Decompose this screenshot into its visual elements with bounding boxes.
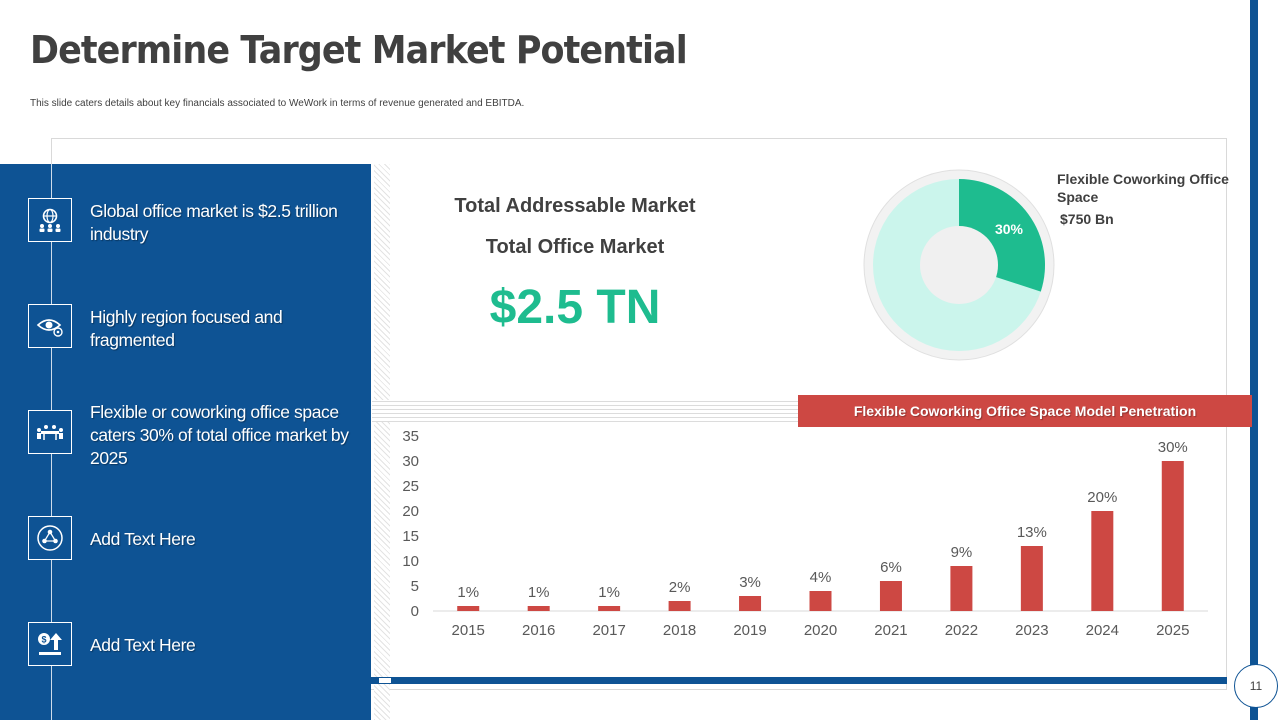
y-tick-label-1: 5 <box>411 578 419 595</box>
data-label-2015: 1% <box>457 584 479 601</box>
tam-heading: Total Addressable Market <box>454 195 696 217</box>
data-label-2020: 4% <box>810 569 832 586</box>
bar-2021 <box>879 581 902 611</box>
y-tick-label-5: 25 <box>402 478 419 495</box>
data-label-2024: 20% <box>1087 489 1117 506</box>
money-growth-icon: $ <box>28 622 72 666</box>
network-circle-icon <box>28 516 72 560</box>
y-tick-label-6: 30 <box>402 453 419 470</box>
right-accent-stripe <box>1250 0 1258 720</box>
market-value: $2.5 TN <box>489 281 661 334</box>
x-tick-label-2024: 2024 <box>1086 622 1119 639</box>
data-label-2018: 2% <box>669 579 691 596</box>
x-tick-label-2021: 2021 <box>874 622 907 639</box>
data-label-2022: 9% <box>951 544 973 561</box>
globe-people-icon <box>28 198 72 242</box>
bar-2018 <box>668 601 691 611</box>
eye-gear-icon <box>28 304 72 348</box>
bar-2020 <box>809 591 832 611</box>
bar-2025 <box>1161 461 1184 611</box>
bar-2023 <box>1020 546 1043 611</box>
x-tick-label-2019: 2019 <box>733 622 766 639</box>
x-tick-label-2018: 2018 <box>663 622 696 639</box>
x-tick-label-2023: 2023 <box>1015 622 1048 639</box>
penetration-bar-chart: 051015202530351%20151%20161%20172%20183%… <box>402 428 1208 639</box>
total-office-market-heading: Total Office Market <box>485 236 665 258</box>
y-tick-label-4: 20 <box>402 503 419 520</box>
data-label-2019: 3% <box>739 574 761 591</box>
x-tick-label-2017: 2017 <box>592 622 625 639</box>
data-label-2021: 6% <box>880 559 902 576</box>
x-tick-label-2016: 2016 <box>522 622 555 639</box>
key-point-4-label: Add Text Here <box>90 529 196 549</box>
x-tick-label-2020: 2020 <box>804 622 837 639</box>
donut-legend-amount: $750 Bn <box>1060 211 1114 227</box>
x-tick-label-2025: 2025 <box>1156 622 1189 639</box>
chart-title-banner: Flexible Coworking Office Space Model Pe… <box>798 395 1252 427</box>
meeting-table-icon <box>28 410 72 454</box>
data-label-2023: 13% <box>1017 524 1047 541</box>
donut-legend-label: Flexible Coworking Office Space <box>1057 171 1229 205</box>
data-label-2016: 1% <box>528 584 550 601</box>
svg-text:$: $ <box>41 635 46 645</box>
y-tick-label-2: 10 <box>402 553 419 570</box>
donut-hole <box>920 226 998 304</box>
data-label-2017: 1% <box>598 584 620 601</box>
bar-2022 <box>950 566 973 611</box>
page-number: 11 <box>1234 664 1278 708</box>
bar-2019 <box>739 596 762 611</box>
page-title: Determine Target Market Potential <box>30 28 688 72</box>
hatch-divider-vertical <box>374 164 390 720</box>
x-tick-label-2022: 2022 <box>945 622 978 639</box>
y-tick-label-3: 15 <box>402 528 419 545</box>
y-tick-label-7: 35 <box>402 428 419 445</box>
page-subtitle: This slide caters details about key fina… <box>30 98 525 109</box>
key-point-2-label: Highly region focused and fragmented <box>90 307 283 350</box>
bar-2017 <box>598 606 621 611</box>
bar-2016 <box>527 606 550 611</box>
hatch-divider-horizontal <box>372 400 798 422</box>
bar-2015 <box>457 606 480 611</box>
bottom-accent-gap <box>379 678 391 683</box>
bar-2024 <box>1091 511 1114 611</box>
market-share-donut: 30% <box>863 169 1055 361</box>
donut-percent-label: 30% <box>995 221 1024 237</box>
y-tick-label-0: 0 <box>411 603 419 620</box>
data-label-2025: 30% <box>1158 439 1188 456</box>
key-point-1-label: Global office market is $2.5 trillion in… <box>90 201 338 244</box>
bottom-accent-bar <box>371 677 1227 684</box>
key-point-5-label: Add Text Here <box>90 635 196 655</box>
key-point-3-label: Flexible or coworking office space cater… <box>90 402 349 468</box>
x-tick-label-2015: 2015 <box>452 622 485 639</box>
